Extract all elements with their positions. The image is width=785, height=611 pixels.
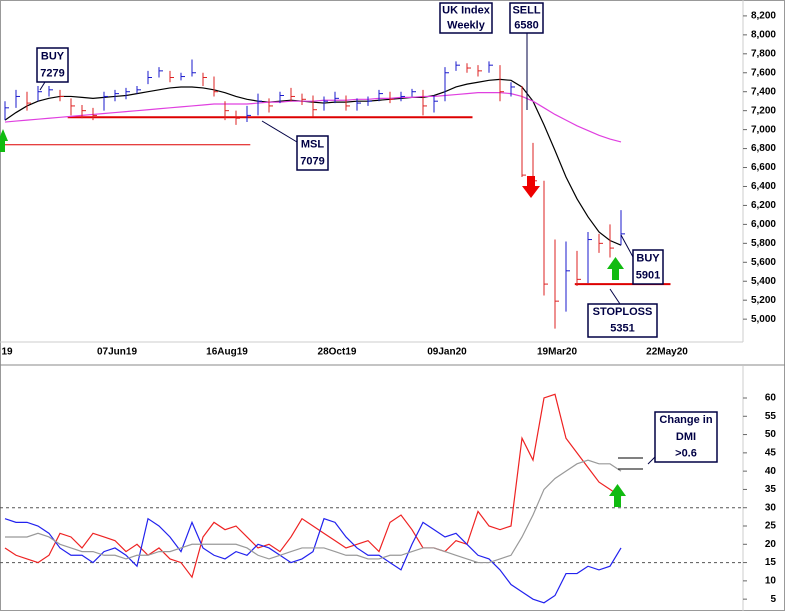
- annotation-box: [632, 249, 664, 285]
- y-tick-label: 8,000: [751, 29, 776, 40]
- annotation-text: 7079: [300, 155, 324, 167]
- buy-arrow: [607, 257, 624, 280]
- annotation-box: [36, 47, 69, 83]
- annotation-box: [654, 411, 718, 463]
- callout-line: [261, 120, 298, 143]
- left-arrow: [0, 129, 8, 152]
- annotation-text: STOPLOSS: [593, 306, 653, 318]
- annotation-text: 5351: [610, 323, 634, 335]
- annotation-box: [509, 2, 544, 34]
- y-tick-label: 7,600: [751, 67, 776, 78]
- series-line: [4, 393, 622, 579]
- y-tick-label: 6,200: [751, 200, 776, 211]
- annotation-text: Change in: [659, 414, 712, 426]
- x-tick-label: 19Mar20: [537, 347, 577, 358]
- x-tick-label: 07Jun19: [97, 347, 137, 358]
- annotation-box: [296, 135, 329, 171]
- y-tick-label: 7,000: [751, 124, 776, 135]
- y-tick-label: 5,400: [751, 276, 776, 287]
- y-tick-label: 6,400: [751, 181, 776, 192]
- series-line: [5, 459, 622, 564]
- y-tick-label: 40: [765, 466, 777, 477]
- y-tick-label: 50: [765, 429, 777, 440]
- y-tick-label: 5,800: [751, 238, 776, 249]
- y-tick-label: 5,200: [751, 295, 776, 306]
- annotation-text: 7279: [40, 67, 64, 79]
- y-tick-label: 6,600: [751, 162, 776, 173]
- annotation-text: >0.6: [675, 448, 697, 460]
- y-tick-label: 35: [765, 484, 777, 495]
- callout-line: [620, 234, 634, 258]
- y-tick-label: 6,800: [751, 143, 776, 154]
- y-tick-label: 15: [765, 557, 777, 568]
- annotation-text: 5901: [636, 269, 660, 281]
- y-tick-label: 8,200: [751, 11, 776, 22]
- y-tick-label: 5,000: [751, 314, 776, 325]
- y-tick-label: 6,000: [751, 219, 776, 230]
- y-tick-label: 25: [765, 521, 777, 532]
- x-tick-label: 16Aug19: [206, 347, 248, 358]
- y-tick-label: 5,600: [751, 257, 776, 268]
- annotation-text: UK Index: [442, 4, 491, 16]
- y-tick-label: 5: [770, 594, 776, 605]
- annotation-text: Weekly: [447, 19, 486, 31]
- annotation-text: MSL: [301, 138, 325, 150]
- y-tick-label: 20: [765, 539, 777, 550]
- x-tick-label: 22May20: [646, 347, 688, 358]
- annotation-text: DMI: [676, 431, 696, 443]
- series-line: [4, 517, 622, 604]
- annotation-box: [439, 2, 493, 34]
- annotation-text: BUY: [636, 252, 660, 264]
- y-tick-label: 10: [765, 576, 777, 587]
- annotation-text: BUY: [41, 50, 65, 62]
- annotation-box: [587, 303, 658, 338]
- x-tick-label: 28Oct19: [318, 347, 357, 358]
- y-tick-label: 7,800: [751, 48, 776, 59]
- x-tick-label: 09Jan20: [427, 347, 467, 358]
- y-tick-label: 7,400: [751, 86, 776, 97]
- callout-line: [39, 81, 46, 91]
- y-tick-label: 30: [765, 502, 777, 513]
- x-tick-label: 19: [1, 347, 13, 358]
- y-tick-label: 55: [765, 411, 777, 422]
- dmi-arrow: [609, 484, 626, 507]
- callout-line: [609, 288, 621, 305]
- plot: 5,000 5,200 5,400 5,600 5,800 6,000 6,200 6,400…: [0, 2, 777, 605]
- y-tick-label: 45: [765, 447, 777, 458]
- y-tick-label: 7,200: [751, 105, 776, 116]
- annotation-text: 6580: [514, 19, 538, 31]
- sell-arrow: [522, 176, 540, 198]
- y-tick-label: 60: [765, 393, 777, 404]
- annotation-text: SELL: [512, 4, 540, 16]
